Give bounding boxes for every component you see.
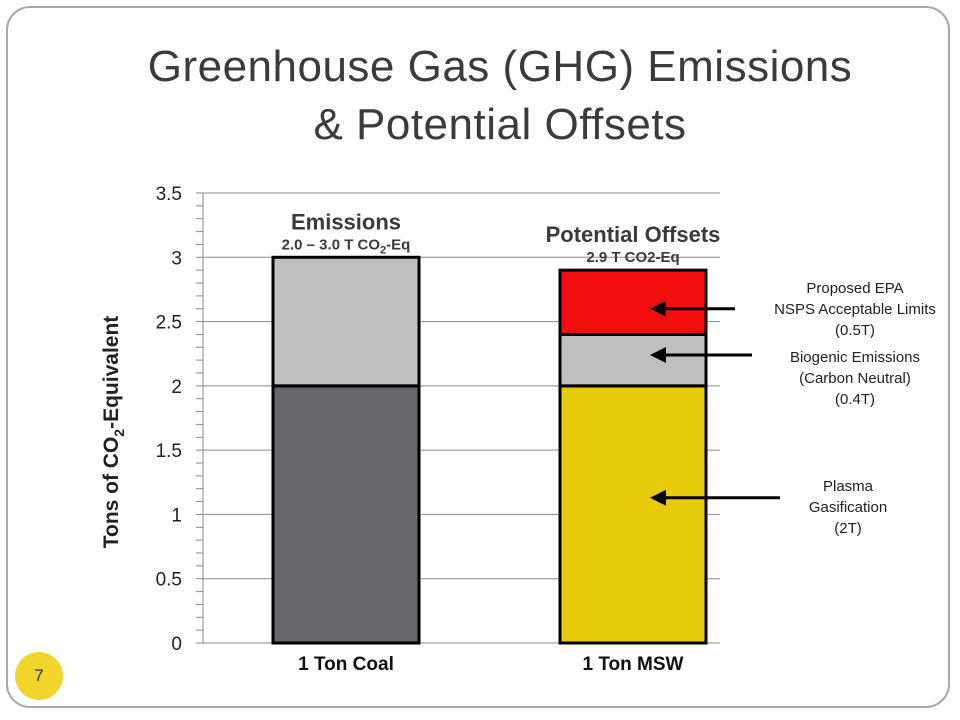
annotation-line: Biogenic Emissions xyxy=(790,349,920,366)
annotation-line: (Carbon Neutral) xyxy=(799,370,911,387)
bar-segment xyxy=(271,255,421,388)
x-category-label: 1 Ton Coal xyxy=(298,654,394,675)
page-number: 7 xyxy=(34,666,44,685)
slide-title: Greenhouse Gas (GHG) Emissions & Potenti… xyxy=(80,38,920,154)
bar-header: Potential Offsets xyxy=(546,222,721,247)
annotation-line: (0.4T) xyxy=(835,391,875,408)
slide-title-line-2: & Potential Offsets xyxy=(313,100,687,149)
y-tick-label: 1.5 xyxy=(156,441,182,462)
annotation-line: NSPS Acceptable Limits xyxy=(774,301,936,318)
y-tick-label: 0.5 xyxy=(156,570,182,591)
annotation-biogenic: Biogenic Emissions (Carbon Neutral) (0.4T) xyxy=(650,347,920,408)
bar-segment xyxy=(558,384,708,645)
annotation-arrow-head xyxy=(650,300,666,317)
y-tick-label: 3 xyxy=(171,248,182,269)
y-tick-label: 2.5 xyxy=(156,313,182,334)
annotation-line: (0.5T) xyxy=(835,322,875,339)
slide-title-line-1: Greenhouse Gas (GHG) Emissions xyxy=(147,42,853,91)
y-tick-label: 3.5 xyxy=(156,184,182,205)
y-axis-label-text-end: -Equivalent xyxy=(100,316,123,429)
bar-subheader: 2.0 – 3.0 T CO2-Eq xyxy=(282,236,411,256)
annotation-arrow-head xyxy=(650,489,666,506)
y-tick-label: 0 xyxy=(171,634,182,655)
bar-subheader-text-end: -Eq xyxy=(386,236,410,253)
bar-subheader-text: 2.0 – 3.0 T CO xyxy=(282,236,381,253)
bar-subheader: 2.9 T CO2-Eq xyxy=(586,249,679,266)
annotation-plasma: Plasma Gasification (2T) xyxy=(650,478,887,537)
annotation-arrow-head xyxy=(650,347,666,363)
bar-segment xyxy=(558,268,708,336)
bar-subheader-text: 2.9 T CO2-Eq xyxy=(586,249,679,266)
bar-segment xyxy=(558,332,708,388)
annotation-line: Gasification xyxy=(809,499,887,516)
annotation-line: Plasma xyxy=(823,478,874,495)
annotation-epa-limits: Proposed EPA NSPS Acceptable Limits (0.5T) xyxy=(650,280,936,339)
y-tick-label: 1 xyxy=(171,505,182,526)
slide-frame xyxy=(6,6,950,708)
bar-segment xyxy=(271,384,421,645)
y-axis-label-text: Tons of CO xyxy=(100,437,123,549)
annotation-line: (2T) xyxy=(834,520,862,537)
page-number-badge: 7 xyxy=(15,652,63,700)
bar-subheader-subscript: 2 xyxy=(380,244,386,256)
annotation-line: Proposed EPA xyxy=(806,280,903,297)
bar-header: Emissions xyxy=(291,209,401,234)
y-axis-label: Tons of CO2-Equivalent xyxy=(100,316,127,549)
y-axis-label-subscript: 2 xyxy=(111,429,127,437)
x-category-label: 1 Ton MSW xyxy=(583,654,684,675)
y-tick-label: 2 xyxy=(171,377,182,398)
